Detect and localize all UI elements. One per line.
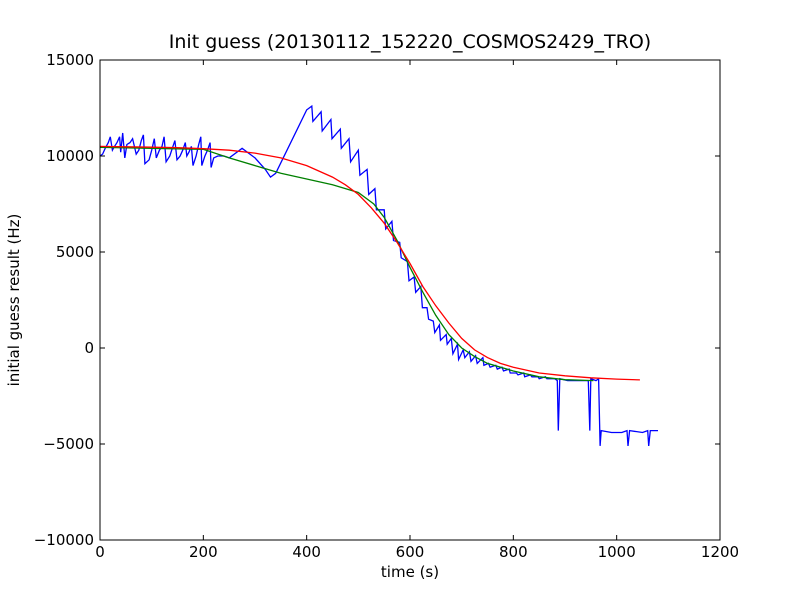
axis-ticks: 0 200 400 600 800 1000 1200 −10000 −5000 0 5000 100… xyxy=(34,51,739,561)
y-tick-label: 0 xyxy=(84,339,94,357)
x-tick-label: 0 xyxy=(95,543,105,561)
chart-title: Init guess (20130112_152220_COSMOS2429_T… xyxy=(169,31,651,53)
x-axis-label: time (s) xyxy=(381,563,439,581)
series-line-3 xyxy=(100,145,640,381)
series-line-2 xyxy=(100,146,594,382)
y-axis-label: initial guess result (Hz) xyxy=(5,214,23,387)
y-tick-label: −5000 xyxy=(43,435,94,453)
x-tick-label: 800 xyxy=(499,543,528,561)
x-tick-label: 400 xyxy=(292,543,321,561)
y-tick-label: 10000 xyxy=(46,147,94,165)
y-tick-label: −10000 xyxy=(34,531,94,549)
x-tick-label: 1200 xyxy=(701,543,739,561)
plot-lines xyxy=(100,104,658,446)
x-tick-label: 200 xyxy=(189,543,218,561)
x-tick-label: 1000 xyxy=(598,543,636,561)
x-tick-label: 600 xyxy=(396,543,425,561)
y-tick-label: 5000 xyxy=(56,243,94,261)
y-tick-label: 15000 xyxy=(46,51,94,69)
